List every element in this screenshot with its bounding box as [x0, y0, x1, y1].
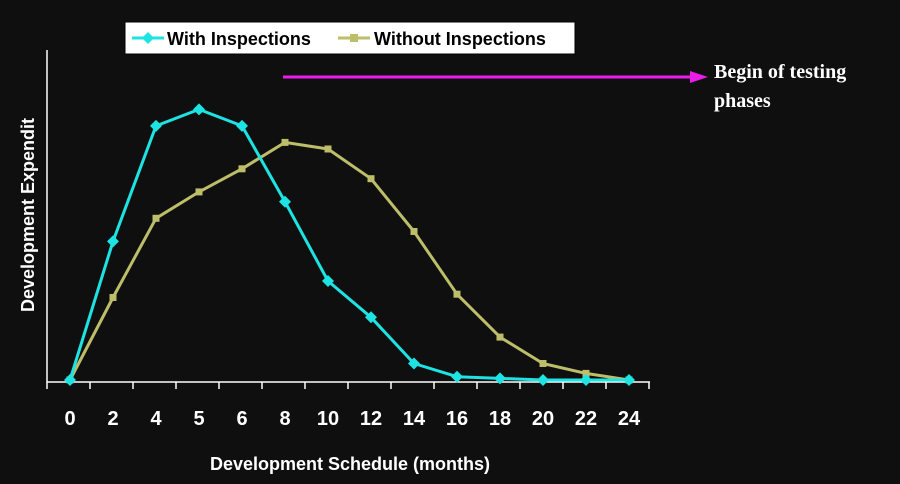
x-axis-title: Development Schedule (months) [210, 454, 490, 474]
x-tick-label: 8 [279, 408, 290, 430]
x-tick-label: 24 [618, 408, 641, 430]
data-point-with-inspections [408, 357, 420, 370]
data-point-without-inspections [367, 175, 375, 183]
y-axis-title: Development Expendit [18, 118, 38, 312]
data-point-with-inspections [236, 119, 248, 132]
x-tick-label: 16 [446, 408, 468, 430]
data-point-without-inspections [152, 214, 160, 222]
data-point-with-inspections [279, 195, 291, 208]
legend: With Inspections Without Inspections [124, 21, 576, 55]
data-point-with-inspections [365, 311, 377, 324]
x-tick-label: 5 [193, 408, 204, 430]
annotation-text-line2: phases [714, 90, 771, 112]
x-tick-label: 10 [317, 408, 339, 430]
data-point-with-inspections [451, 370, 463, 383]
legend-label-with-inspections: With Inspections [167, 29, 311, 49]
legend-label-without-inspections: Without Inspections [374, 29, 546, 49]
data-point-without-inspections [109, 294, 117, 301]
annotation: Begin of testing phases [283, 61, 846, 112]
x-tick-label: 2 [107, 408, 118, 430]
x-tick-label: 6 [236, 408, 247, 430]
x-tick-labels: 0 2 4 5 6 8 10 12 14 16 18 20 22 24 [64, 408, 641, 430]
series-line-without-inspections [68, 140, 630, 382]
series-lines [68, 107, 630, 382]
data-point-without-inspections [324, 145, 332, 153]
data-point-with-inspections [580, 374, 592, 386]
x-tick-label: 4 [150, 408, 162, 430]
x-tick-label: 20 [532, 408, 554, 430]
data-point-with-inspections [537, 374, 549, 386]
data-point-without-inspections [195, 188, 203, 196]
data-point-without-inspections [281, 138, 289, 146]
annotation-arrow-head [690, 71, 708, 83]
data-point-with-inspections [107, 235, 119, 248]
data-point-without-inspections [539, 360, 547, 367]
data-point-with-inspections [322, 275, 334, 287]
data-point-with-inspections [193, 103, 205, 116]
data-point-without-inspections [496, 333, 504, 341]
data-point-with-inspections [623, 374, 635, 386]
annotation-text-line1: Begin of testing [714, 61, 846, 83]
data-point-without-inspections [410, 228, 418, 235]
x-ticks [46, 382, 650, 389]
data-point-with-inspections [64, 374, 76, 386]
series-line-with-inspections [68, 107, 629, 382]
data-point-without-inspections [238, 165, 246, 173]
data-point-without-inspections [582, 369, 590, 377]
legend-marker-with-inspections [142, 32, 154, 44]
legend-marker-without-inspections [350, 34, 358, 42]
data-point-without-inspections [453, 290, 461, 298]
x-tick-label: 12 [360, 408, 382, 430]
data-point-with-inspections [150, 119, 162, 132]
x-tick-label: 14 [403, 408, 426, 430]
x-tick-label: 18 [489, 408, 511, 430]
x-tick-label: 0 [64, 408, 75, 430]
data-point-with-inspections [494, 372, 506, 385]
series-markers [64, 103, 635, 386]
x-tick-label: 22 [575, 408, 597, 430]
